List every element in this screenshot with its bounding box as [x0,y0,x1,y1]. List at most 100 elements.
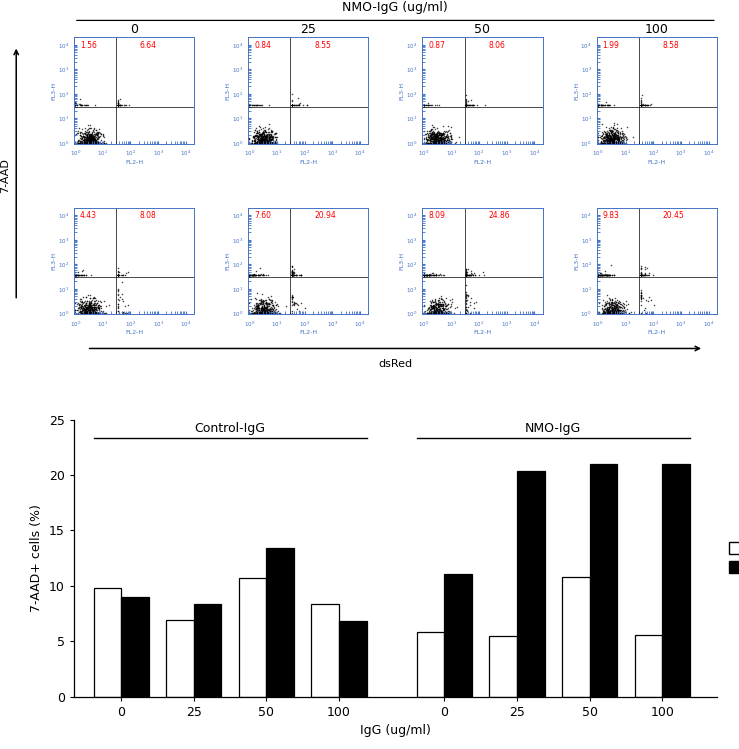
Point [256,307,268,319]
Point [244,297,256,309]
Point [612,130,624,142]
Point [616,136,627,148]
Point [258,133,270,145]
Point [613,307,624,319]
Point [446,300,457,312]
Point [91,137,103,149]
Point [460,99,472,111]
Point [87,137,99,149]
Point [444,301,456,313]
Point [84,133,95,145]
Point [72,127,84,139]
Point [254,307,266,319]
Point [265,131,277,143]
Point [83,137,95,149]
Point [88,300,100,312]
Point [604,307,616,319]
Point [262,137,274,149]
Point [428,129,440,141]
Point [635,270,647,282]
Point [426,127,437,139]
Point [429,127,440,139]
Point [84,130,95,142]
Point [88,133,100,145]
Point [599,305,610,317]
Point [611,137,623,149]
Point [286,291,298,303]
Point [94,130,106,142]
Point [611,304,623,316]
Point [265,137,276,149]
Point [433,307,445,319]
Point [460,99,472,111]
Point [86,132,98,144]
Point [256,288,268,300]
Point [256,130,268,142]
Point [81,133,93,145]
Point [604,137,616,149]
Point [460,270,472,282]
Point [595,270,607,282]
Point [81,133,93,145]
Point [435,300,447,312]
Point [286,270,298,282]
Point [85,137,97,149]
Point [250,306,262,318]
Point [83,133,95,145]
Point [87,306,99,318]
Point [605,134,617,146]
Point [69,270,81,282]
Point [253,133,265,145]
Point [256,297,268,309]
Point [286,261,298,273]
Point [244,270,256,282]
Point [605,307,616,319]
Point [603,121,615,133]
Point [265,303,277,315]
Point [91,127,103,139]
Point [256,127,268,139]
Point [423,135,435,147]
Point [75,303,86,315]
Point [602,307,613,319]
Point [610,307,621,319]
Point [435,131,446,143]
Point [592,270,604,282]
Point [292,99,304,111]
Point [613,305,625,317]
Point [609,307,621,319]
Point [89,137,101,149]
Point [430,133,442,145]
Point [418,270,429,282]
Point [256,303,268,315]
Point [418,99,429,111]
Point [429,131,441,143]
Point [112,99,123,111]
Point [247,306,259,318]
Point [444,135,456,147]
Point [75,130,86,142]
Point [428,300,440,312]
Point [69,99,81,111]
Point [74,97,86,109]
Point [425,297,437,309]
Point [286,270,298,282]
Point [432,294,444,306]
Point [437,137,449,149]
Point [425,123,437,135]
Point [86,303,98,315]
Point [610,127,621,139]
Point [82,133,94,145]
Point [426,137,438,149]
Point [616,128,628,140]
Point [253,137,265,149]
Point [608,130,620,142]
Point [86,137,98,149]
Point [460,270,472,282]
Point [84,137,96,149]
Point [267,137,279,149]
Point [291,99,303,111]
Point [91,297,103,309]
Point [92,137,103,149]
Point [635,290,647,302]
